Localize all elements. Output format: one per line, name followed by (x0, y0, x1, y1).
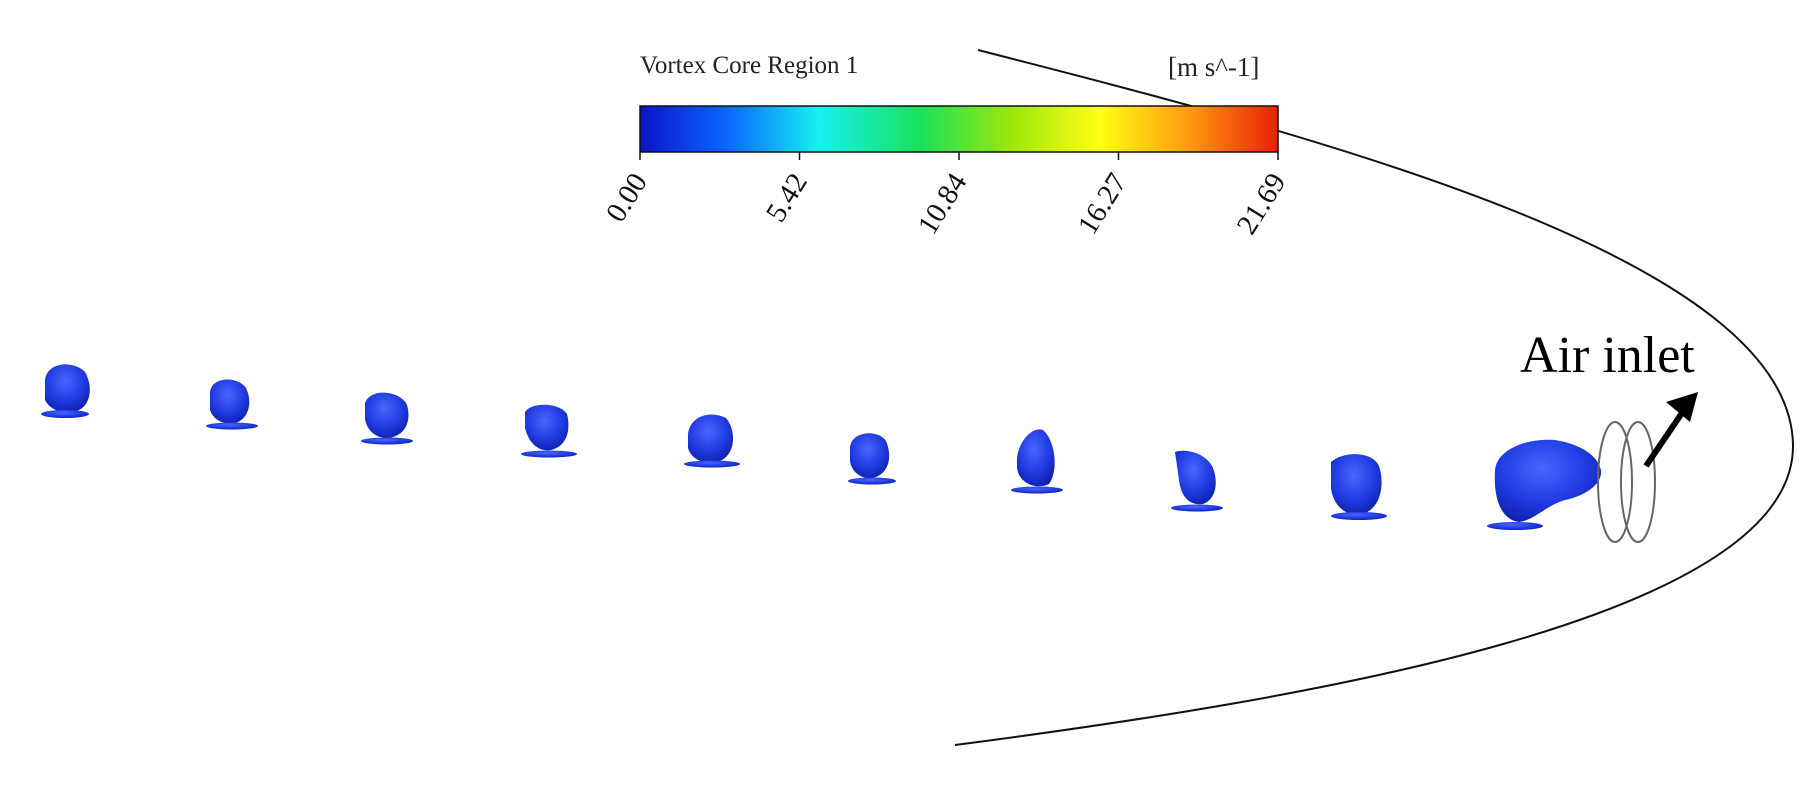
vortex-core (848, 433, 896, 485)
vortex-cores (41, 364, 1602, 530)
vortex-core (361, 392, 413, 445)
vortex-core-large (1487, 439, 1602, 530)
vortex-core (41, 364, 90, 418)
vortex-core (206, 379, 258, 430)
air-inlet-label: Air inlet (1520, 327, 1695, 384)
colorbar-gradient (639, 105, 1279, 153)
inlet-ring (1620, 421, 1656, 543)
vortex-core (1171, 450, 1223, 512)
air-inlet-arrow (1643, 392, 1698, 468)
vortex-core (521, 404, 577, 458)
chamber-outline (954, 49, 1795, 746)
air-inlet-rings (1597, 421, 1656, 543)
vortex-core (1331, 454, 1387, 520)
colorbar-units: [m s^-1] (1168, 52, 1260, 82)
colorbar-title: Vortex Core Region 1 (640, 52, 859, 79)
vortex-core (1011, 429, 1063, 494)
inlet-ring (1597, 421, 1633, 543)
colorbar-ticks (639, 152, 1279, 160)
vortex-core (684, 414, 740, 468)
